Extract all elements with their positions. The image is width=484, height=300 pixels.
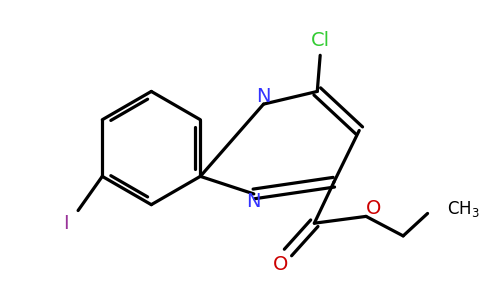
Text: N: N: [246, 192, 261, 211]
Text: I: I: [63, 214, 69, 233]
Text: N: N: [257, 87, 271, 106]
Text: Cl: Cl: [311, 31, 330, 50]
Text: CH$_3$: CH$_3$: [447, 199, 480, 219]
Text: O: O: [272, 255, 288, 274]
Text: O: O: [366, 199, 381, 218]
